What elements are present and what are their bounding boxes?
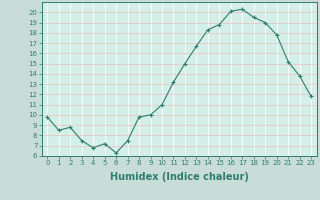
- X-axis label: Humidex (Indice chaleur): Humidex (Indice chaleur): [110, 172, 249, 182]
